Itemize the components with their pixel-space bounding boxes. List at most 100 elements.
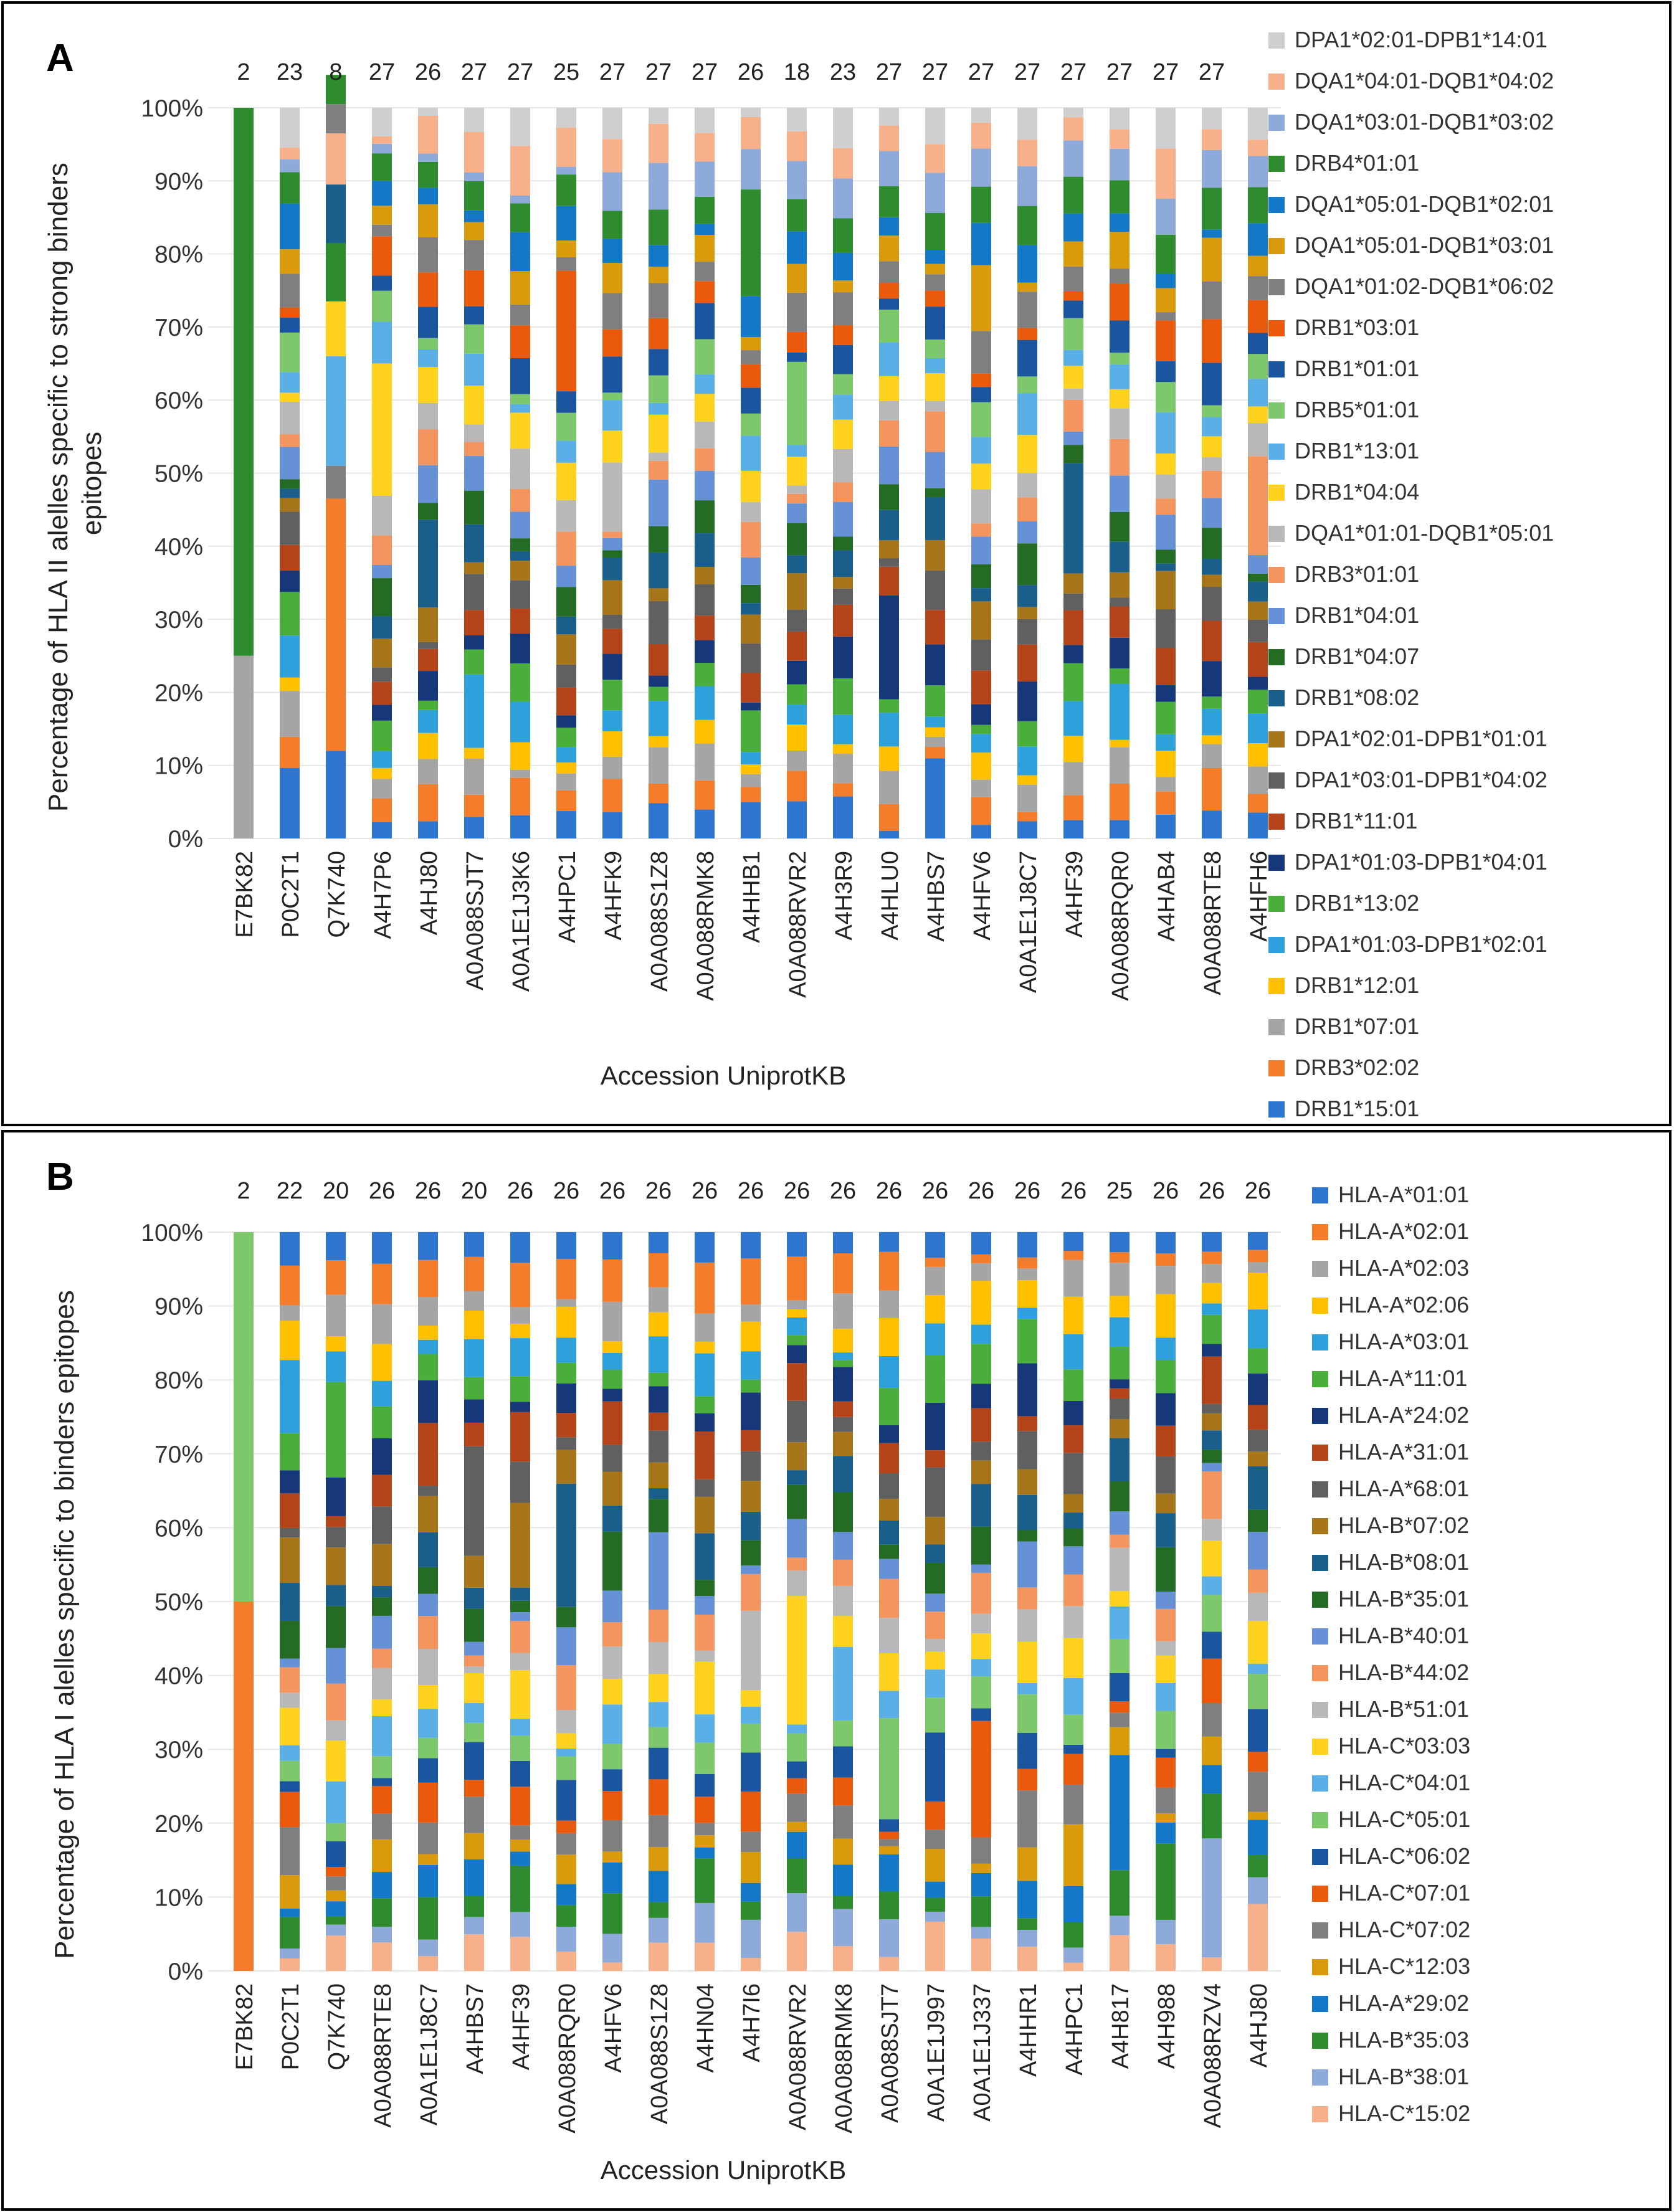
bar-segment-a0a088rvr2-drb3-01-01	[787, 493, 807, 504]
bar-segment-p0c2t1-dqa1-04-01-dqb1-04-02	[280, 148, 300, 160]
bar-segment-q7k740-drb1-04-04	[326, 301, 346, 356]
bar-segment-a4hfh6-drb1-13-01	[1248, 379, 1268, 407]
bar-segment-a4h988-hla-b-08-01	[1156, 1513, 1176, 1547]
bar-segment-a0a1e1j337-hla-a-02-06	[971, 1281, 991, 1325]
bar-segment-a4hbs7-hla-c-04-01	[464, 1703, 484, 1723]
bar-segment-p0c2t1-hla-c-04-01	[280, 1745, 300, 1761]
bar-segment-a4hbs7-drb1-07-01	[925, 736, 945, 748]
legend-label: DRB1*12:01	[1295, 972, 1419, 998]
bar-segment-a4hbs7-hla-a-01-01	[464, 1232, 484, 1257]
bar-segment-q7k740-hla-b-51-01	[326, 1720, 346, 1741]
x-category-label: A4HFV6	[969, 851, 996, 941]
bar-segment-p0c2t1-hla-c-03-03	[280, 1707, 300, 1745]
bar-segment-a4h7p6-drb1-01-01	[372, 275, 392, 291]
x-axis-title-b: Accession UniprotKB	[601, 2155, 847, 2185]
count-label: 27	[461, 59, 487, 85]
bar-segment-a4hab4-drb5-01-01	[1156, 382, 1176, 412]
bar-segment-a4hj80-drb1-08-02	[418, 520, 438, 608]
bar-segment-a4hhr1-hla-b-35-03	[1017, 1918, 1037, 1930]
bar-segment-a0a1e1j3k6-drb1-08-02	[510, 551, 530, 561]
bar-segment-a0a088rmk8-hla-b-07-02	[833, 1431, 853, 1456]
bar-segment-a0a088rqr0-dpa1-01-03-dpb1-04-01	[1110, 637, 1129, 669]
x-category-label: P0C2T1	[278, 851, 304, 937]
bar-segment-a4hpc1-hla-b-35-03	[1063, 1922, 1083, 1948]
count-label: 27	[1199, 59, 1225, 85]
bar-segment-a0a088sjt7-hla-b-35-01	[879, 1544, 899, 1559]
bar-segment-a4hfk9-drb3-01-01	[602, 531, 622, 538]
bar-segment-a4hf39-drb1-04-07	[1063, 445, 1083, 463]
bar-segment-a0a088rvr2-hla-b-51-01	[787, 1570, 807, 1597]
bar-segment-a0a088rte8-hla-c-07-01	[372, 1786, 392, 1814]
bar-segment-a4hj80-dqa1-03-01-dqb1-03-02	[418, 153, 438, 162]
bar-segment-a0a1e1j3k6-drb1-13-01	[510, 404, 530, 413]
bar-segment-q7k740-hla-a-01-01	[326, 1232, 346, 1261]
bar-segment-p0c2t1-drb1-13-01	[280, 372, 300, 393]
bar-segment-a4h817-hla-b-40-01	[1110, 1511, 1129, 1535]
bar-segment-a4hhb1-drb1-12-01	[741, 764, 761, 774]
bar-segment-a4hj80-drb1-13-01	[418, 349, 438, 368]
bar-segment-a0a1e1j3k6-dpa1-01-03-dpb1-02-01	[510, 701, 530, 743]
x-category-label: A0A1E1J8C7	[416, 1983, 442, 2125]
bar-segment-a0a088rqr0-drb1-04-04	[1110, 389, 1129, 409]
bar-segment-a0a088rte8-dqa1-05-01-dqb1-03-01	[1202, 237, 1222, 282]
y-axis-title-a-line1: Percentage of HLA II alelles specific to…	[43, 163, 74, 812]
bar-segment-a4hpc1-hla-a-11-01	[1063, 1369, 1083, 1402]
bar-segment-a4hpc1-drb3-01-01	[556, 531, 576, 566]
bar-segment-a4h7i6-hla-a-02-01	[741, 1258, 761, 1304]
bar-segment-p0c2t1-hla-b-35-01	[280, 1620, 300, 1659]
bar-segment-a4hfv6-hla-b-44-02	[602, 1622, 622, 1647]
bar-segment-a4hfv6-drb1-03-01	[971, 373, 991, 387]
bar-segment-a4hhr1-hla-a-03-01	[1017, 1308, 1037, 1319]
bar-segment-a4hab4-drb1-08-02	[1156, 563, 1176, 571]
bar-segment-p0c2t1-hla-c-12-03	[280, 1875, 300, 1909]
bar-segment-a4hfk9-dqa1-01-02-dqb1-06-02	[602, 293, 622, 330]
panel-a: A 0% 10% 20% 30% 40% 50% 60% 70% 80% 90% 100% E7BK…	[1, 1, 1672, 1126]
bar-segment-a0a088rmk8-hla-a-29-02	[833, 1864, 853, 1896]
bar-segment-a0a088rmk8-drb1-03-01	[695, 281, 715, 303]
bar-segment-a0a088rmk8-drb1-07-01	[695, 743, 715, 781]
bar-segment-a0a088s1z8-drb1-07-01	[649, 747, 668, 784]
bar-segment-a4hhr1-hla-a-68-01	[1017, 1431, 1037, 1469]
bar-segment-a4h817-hla-c-15-02	[1110, 1935, 1129, 1971]
x-category-label: A4HF39	[1062, 851, 1088, 937]
bar-segment-a0a1e1j8c7-drb1-07-01	[1017, 784, 1037, 812]
legend-label: HLA-A*11:01	[1338, 1365, 1467, 1391]
x-category-label: A0A088S1Z8	[647, 851, 673, 992]
bar-segment-a0a1e1j8c7-drb1-15-01	[1017, 821, 1037, 838]
bar-segment-a0a088rvr2-dqa1-05-01-dqb1-03-01	[787, 263, 807, 293]
bar-segment-a4hhr1-hla-c-12-03	[1017, 1847, 1037, 1881]
bar-segment-a0a1e1j8c7-dpa1-01-03-dpb1-02-01	[1017, 746, 1037, 776]
bar-segment-p0c2t1-hla-a-02-01	[280, 1265, 300, 1306]
legend-label: DQA1*01:01-DQB1*05:01	[1295, 520, 1554, 546]
bar-segment-a0a088rzv4-hla-a-02-06	[1202, 1283, 1222, 1304]
x-category-label: A0A1E1J337	[969, 1983, 996, 2122]
bar-segment-a0a088s1z8-drb1-12-01	[649, 736, 668, 748]
bar-segment-q7k740-hla-a-24-02	[326, 1477, 346, 1516]
legend-label: DRB5*01:01	[1295, 397, 1419, 422]
bar-segment-a0a088s1z8-drb1-01-01	[649, 349, 668, 376]
bar-segment-a4hpc1-dpa1-02-01-dpb1-14-01	[556, 108, 576, 128]
bar-segment-a4hhb1-drb1-13-01	[741, 435, 761, 471]
bar-segment-a4hf39-hla-b-07-02	[510, 1502, 530, 1588]
x-category-label: A0A088RMK8	[831, 1983, 857, 2134]
bar-segment-a0a088rte8-dqa1-01-01-dqb1-05-01	[1202, 457, 1222, 471]
bar-segment-a0a088rmk8-dpa1-02-01-dpb1-01-01	[695, 566, 715, 584]
legend-label: HLA-C*06:02	[1338, 1843, 1470, 1869]
bar-segment-p0c2t1-hla-c-05-01	[280, 1760, 300, 1782]
bar-segment-a4hn04-hla-c-03-03	[695, 1661, 715, 1715]
bar-segment-a0a088rmk8-dpa1-02-01-dpb1-14-01	[695, 108, 715, 133]
bar-segment-a4hab4-dqa1-01-02-dqb1-06-02	[1156, 312, 1176, 321]
legend-swatch	[1268, 444, 1285, 460]
bar-segment-a0a088rzv4-hla-b-40-01	[1202, 1463, 1222, 1472]
bar-segment-a4hab4-drb4-01-01	[1156, 234, 1176, 274]
bar-segment-a4hfh6-dpa1-02-01-dpb1-14-01	[1248, 108, 1268, 140]
bar-segment-a0a088rqr0-drb1-15-01	[1110, 820, 1129, 838]
bar-segment-a0a088rqr0-hla-c-06-02	[556, 1780, 576, 1821]
bar-segment-a4hfh6-drb1-13-02	[1248, 690, 1268, 714]
bar-segment-a4hhb1-drb3-01-01	[741, 521, 761, 558]
legend-swatch	[1312, 1849, 1328, 1865]
bar-segment-a0a1e1j8c7-hla-a-02-03	[418, 1297, 438, 1326]
bar-segment-a0a1e1j8c7-dqa1-01-01-dqb1-05-01	[1017, 473, 1037, 498]
bar-segment-a4h988-hla-b-07-02	[1156, 1493, 1176, 1514]
bar-segment-a4hlu0-dpa1-03-01-dpb1-04-02	[879, 558, 899, 567]
